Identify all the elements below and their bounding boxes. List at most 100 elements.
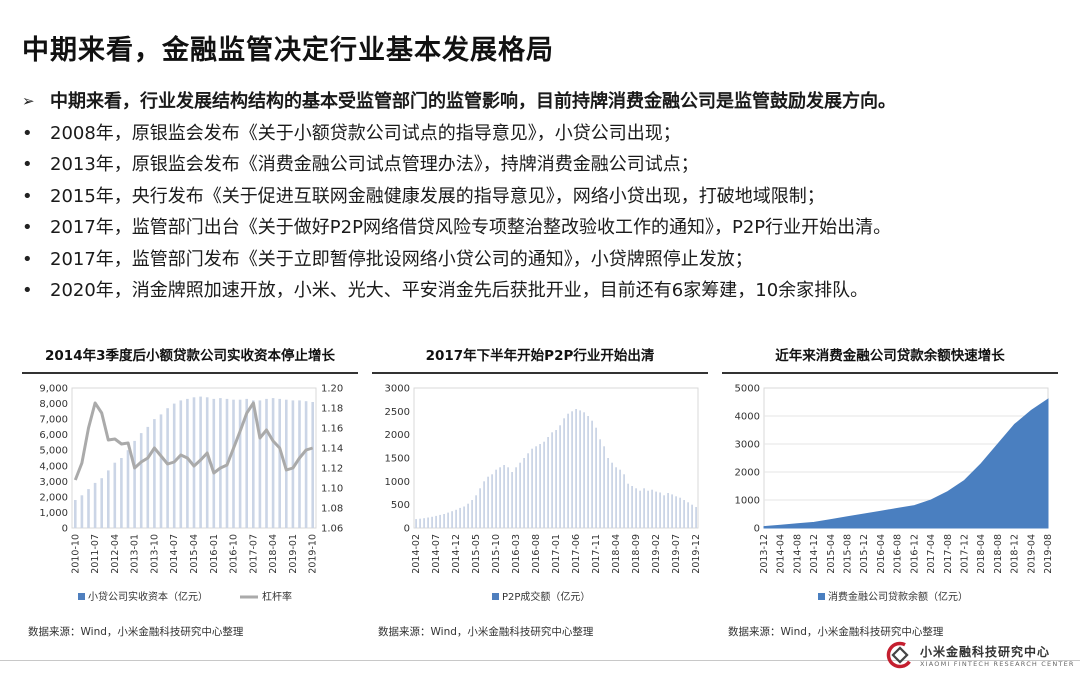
bar xyxy=(219,398,222,528)
bar xyxy=(459,507,461,528)
bullet-text: 2017年，监管部门发布《关于立即暂停批设网络小贷公司的通知》，小贷牌照停止发放… xyxy=(50,248,753,270)
y-tick-label: 8,000 xyxy=(39,399,68,410)
bar xyxy=(304,401,308,528)
x-tick-label: 2019-07 xyxy=(671,534,682,574)
bar xyxy=(559,425,561,528)
x-tick-label: 2018-04 xyxy=(268,534,279,574)
lead-bullet-text: 中期来看，行业发展结构结构的基本受监管部门的监管影响，目前持牌消费金融公司是监管… xyxy=(50,91,896,112)
y-tick-label: 1000 xyxy=(735,496,760,507)
y-tick-label: 2000 xyxy=(735,468,760,479)
brand-name-en: XIAOMI FINTECH RESEARCH CENTER xyxy=(920,660,1075,668)
bar xyxy=(683,500,685,528)
bar xyxy=(467,503,469,528)
bar xyxy=(515,467,517,528)
y2-tick-label: 1.08 xyxy=(321,504,343,515)
bar xyxy=(679,497,681,528)
page-title: 中期来看，金融监管决定行业基本发展格局 xyxy=(22,35,554,66)
x-tick-label: 2018-04 xyxy=(611,534,622,574)
bullet-item: • 2013年，原银监会发布《消费金融公司试点管理办法》，持牌消费金融公司试点； xyxy=(22,149,1072,181)
bar xyxy=(519,462,521,528)
bar xyxy=(463,506,465,528)
y2-tick-label: 1.18 xyxy=(321,404,343,415)
bar xyxy=(567,413,569,528)
bullet-list: ➢ 中期来看，行业发展结构结构的基本受监管部门的监管影响，目前持牌消费金融公司是… xyxy=(22,86,1072,307)
x-tick-label: 2015-04 xyxy=(826,534,837,574)
x-tick-label: 2017-08 xyxy=(943,534,954,574)
bar xyxy=(615,467,617,528)
y2-tick-label: 1.10 xyxy=(321,484,343,495)
x-tick-label: 2014-12 xyxy=(809,534,820,574)
bar xyxy=(643,488,645,528)
bar xyxy=(483,481,485,528)
x-tick-label: 2016-08 xyxy=(893,534,904,574)
bar xyxy=(639,490,641,528)
x-tick-label: 2017-11 xyxy=(591,534,602,574)
bar xyxy=(595,427,597,528)
chart-panel-p2p: 2017年下半年开始P2P行业开始出清 3000 2500 2000 1500 1000… xyxy=(372,338,708,648)
bar xyxy=(663,495,665,528)
dot-bullet-icon: • xyxy=(22,248,33,270)
x-tick-label: 2011-07 xyxy=(90,534,101,574)
bar xyxy=(455,509,457,528)
legend-swatch xyxy=(78,593,85,600)
bar xyxy=(212,398,216,528)
x-tick-label: 2014-04 xyxy=(776,534,787,574)
x-tick-label: 2013-01 xyxy=(130,534,141,574)
x-tick-label: 2019-02 xyxy=(651,534,662,574)
bar xyxy=(555,430,557,528)
bar xyxy=(587,416,589,528)
bar xyxy=(647,490,649,528)
chart-title: 2017年下半年开始P2P行业开始出清 xyxy=(425,348,655,364)
bar xyxy=(511,472,513,528)
bar xyxy=(623,474,625,528)
bar xyxy=(491,474,493,528)
bar xyxy=(139,433,143,528)
y2-tick-label: 1.16 xyxy=(321,424,343,435)
bar xyxy=(87,489,90,528)
legend-label: P2P成交额（亿元） xyxy=(502,590,590,603)
y-tick-label: 500 xyxy=(391,500,410,511)
bar xyxy=(611,462,613,528)
bar xyxy=(635,488,637,528)
x-tick-label: 2016-08 xyxy=(531,534,542,574)
bar xyxy=(100,478,103,528)
bar xyxy=(535,446,537,528)
y-tick-label: 2500 xyxy=(385,407,410,418)
bar xyxy=(479,488,481,528)
x-tick-label: 2019-04 xyxy=(1026,534,1037,574)
bar xyxy=(551,432,553,528)
x-tick-label: 2015-08 xyxy=(843,534,854,574)
bar xyxy=(146,426,150,528)
legend-swatch xyxy=(818,593,825,600)
series-line xyxy=(73,401,314,481)
bar xyxy=(675,496,677,528)
bar xyxy=(435,515,437,528)
bar xyxy=(451,511,453,528)
bar xyxy=(415,519,417,528)
x-tick-label: 2015-12 xyxy=(859,534,870,574)
bar xyxy=(627,483,629,528)
bar xyxy=(427,517,429,528)
x-tick-label: 2015-10 xyxy=(491,534,502,574)
bullet-text: 2013年，原银监会发布《消费金融公司试点管理办法》，持牌消费金融公司试点； xyxy=(50,154,699,175)
x-tick-label: 2014-08 xyxy=(792,534,803,574)
chart-title: 近年来消费金融公司贷款余额快速增长 xyxy=(775,348,1005,364)
bar xyxy=(655,491,657,528)
y-tick-label: 0 xyxy=(404,524,410,535)
bar xyxy=(651,489,653,528)
chart-title: 2014年3季度后小额贷款公司实收资本停止增长 xyxy=(45,348,335,364)
x-tick-label: 2016-03 xyxy=(511,534,522,574)
title-divider xyxy=(372,372,708,374)
bar xyxy=(471,500,473,528)
y-tick-label: 0 xyxy=(62,524,68,535)
footer-divider xyxy=(0,660,1080,661)
bullet-item: • 2017年，监管部门出台《关于做好P2P网络借贷风险专项整治整改验收工作的通… xyxy=(22,212,1072,244)
x-tick-label: 2017-07 xyxy=(248,534,259,574)
y-tick-label: 9,000 xyxy=(39,384,68,395)
bar xyxy=(499,467,501,528)
area-series xyxy=(763,398,1049,529)
x-tick-label: 2019-01 xyxy=(288,534,299,574)
bar xyxy=(591,420,593,528)
dot-bullet-icon: • xyxy=(22,154,33,175)
bullet-text: 2017年，监管部门出台《关于做好P2P网络借贷风险专项整治整改验收工作的通知》… xyxy=(50,217,892,238)
